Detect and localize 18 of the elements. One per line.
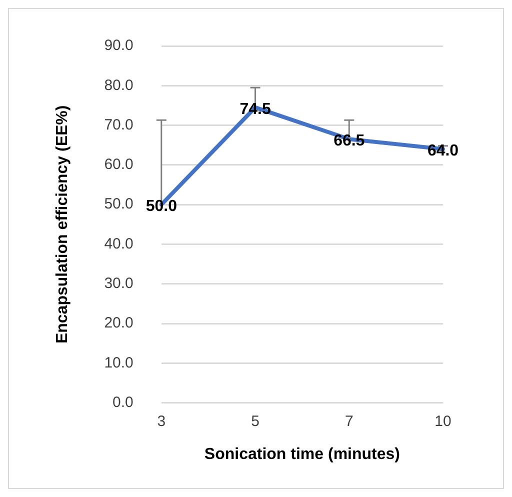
y-tick-label: 10.0 <box>104 354 134 372</box>
y-tick-label: 60.0 <box>104 156 134 174</box>
x-tick-label: 5 <box>251 412 260 430</box>
x-tick-label: 3 <box>157 412 166 430</box>
y-tick-label: 70.0 <box>104 116 134 134</box>
y-tick-label: 30.0 <box>104 275 134 292</box>
y-tick-label: 20.0 <box>104 314 134 332</box>
y-tick-label: 40.0 <box>104 235 134 252</box>
y-tick-label: 90.0 <box>104 37 134 54</box>
y-tick-label: 80.0 <box>104 76 134 94</box>
y-tick-label: 50.0 <box>104 196 134 213</box>
x-tick-label: 7 <box>344 412 354 430</box>
y-tick-label: 0.0 <box>112 394 134 411</box>
data-label: 64.0 <box>427 142 459 160</box>
x-axis-title: Sonication time (minutes) <box>204 446 400 463</box>
data-label: 50.0 <box>146 198 178 215</box>
y-axis-title: Encapsulation efficiency (EE%) <box>54 105 72 344</box>
x-tick-label: 10 <box>434 412 452 430</box>
